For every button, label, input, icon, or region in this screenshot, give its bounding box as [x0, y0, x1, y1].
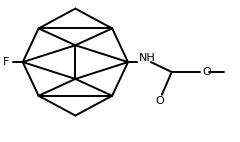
Text: O: O — [203, 67, 211, 77]
Text: NH: NH — [139, 53, 156, 63]
Text: O: O — [156, 96, 164, 106]
Text: F: F — [2, 57, 9, 67]
